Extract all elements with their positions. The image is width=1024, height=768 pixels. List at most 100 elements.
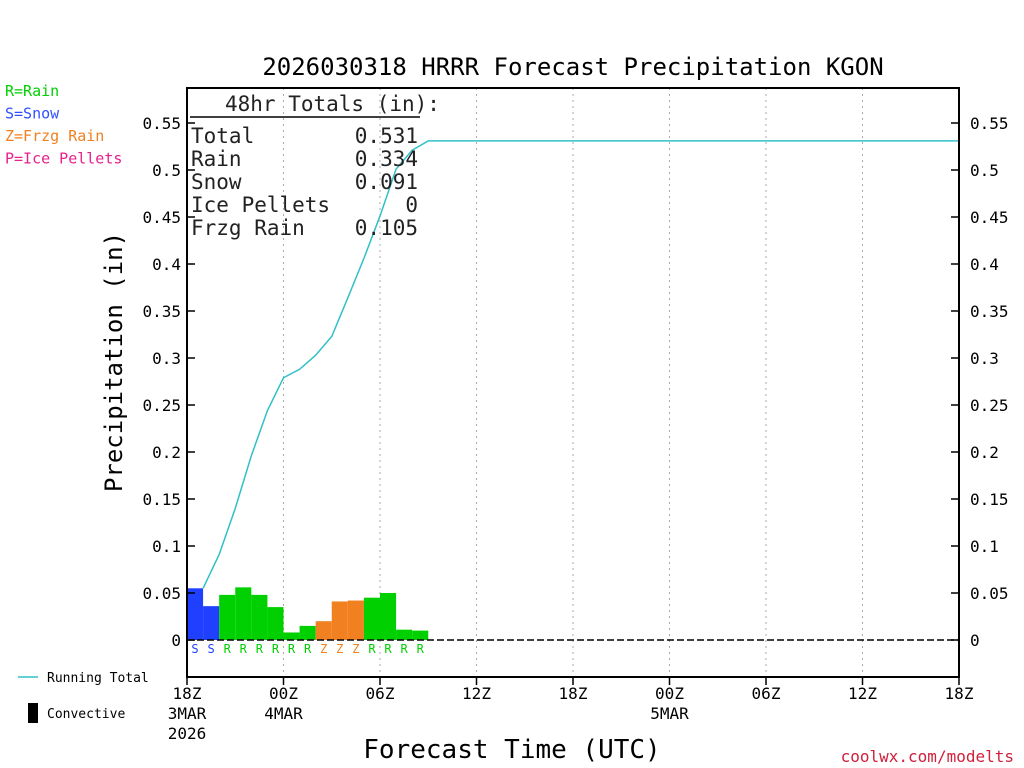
bar-hour-10 — [331, 601, 348, 640]
type-label-hour-12: R — [368, 642, 376, 656]
type-label-hour-9: Z — [320, 642, 327, 656]
totals-label-4: Frzg Rain — [191, 216, 305, 240]
xtick-label-5-1: 5MAR — [650, 704, 689, 723]
type-legend-item-2: Z=Frzg Rain — [5, 127, 104, 145]
ytick-right-label-5: 0.25 — [970, 396, 1009, 415]
ytick-left-label-0: 0 — [171, 631, 181, 650]
ytick-right-label-3: 0.15 — [970, 490, 1009, 509]
xtick-label-6-0: 06Z — [752, 684, 781, 703]
totals-box: 48hr Totals (in): Total 0.531 Rain 0.334 Sno… — [190, 92, 440, 240]
type-label-hour-7: R — [288, 642, 296, 656]
bar-hour-15 — [412, 630, 429, 640]
xtick-label-7-0: 12Z — [848, 684, 877, 703]
totals-label-3: Ice Pellets — [191, 193, 330, 217]
ytick-right-label-0: 0 — [970, 631, 980, 650]
ytick-left-label-11: 0.55 — [142, 114, 181, 133]
xtick-label-5-0: 00Z — [655, 684, 684, 703]
running-total-line — [202, 140, 959, 589]
type-label-hour-10: Z — [336, 642, 343, 656]
xtick-label-1-0: 00Z — [269, 684, 298, 703]
convective-legend-label: Convective — [47, 707, 125, 722]
y-axis-left: 0 0.05 0.1 0.15 0.2 0.25 0.3 0.35 0.4 0.45 0.5 0.55 — [142, 114, 195, 650]
type-label-hour-14: R — [401, 642, 409, 656]
type-label-hour-5: R — [256, 642, 264, 656]
totals-value-4: 0.105 — [355, 216, 418, 240]
bar-hour-4 — [235, 587, 252, 640]
running-total-legend-label: Running Total — [47, 671, 149, 686]
ytick-right-label-4: 0.2 — [970, 443, 999, 462]
totals-label-0: Total — [191, 124, 254, 148]
xtick-label-1-1: 4MAR — [264, 704, 303, 723]
ytick-right-label-7: 0.35 — [970, 302, 1009, 321]
ytick-right-label-11: 0.55 — [970, 114, 1009, 133]
bar-hour-11 — [347, 600, 364, 640]
chart-title: 2026030318 HRRR Forecast Precipitation K… — [262, 53, 883, 81]
type-label-hour-6: R — [272, 642, 280, 656]
ytick-left-label-8: 0.4 — [152, 255, 181, 274]
bar-hour-12 — [363, 597, 380, 640]
ytick-left-label-7: 0.35 — [142, 302, 181, 321]
type-label-hour-1: S — [191, 642, 198, 656]
y-axis-label: Precipitation (in) — [100, 232, 128, 492]
type-label-hour-11: Z — [352, 642, 359, 656]
type-legend: R=Rain S=Snow Z=Frzg Rain P=Ice Pellets — [5, 82, 122, 168]
bar-hour-6 — [267, 607, 284, 640]
ytick-right-label-10: 0.5 — [970, 161, 999, 180]
bar-hour-5 — [251, 594, 268, 640]
type-legend-item-0: R=Rain — [5, 82, 59, 100]
bar-hour-13 — [380, 593, 397, 640]
xtick-label-0-1: 3MAR — [168, 704, 207, 723]
type-label-hour-2: S — [208, 642, 215, 656]
totals-header: 48hr Totals (in): — [225, 92, 440, 116]
totals-label-2: Snow — [191, 170, 242, 194]
running-total-series — [202, 140, 959, 589]
type-legend-item-1: S=Snow — [5, 105, 60, 123]
ytick-right-label-2: 0.1 — [970, 537, 999, 556]
type-label-hour-15: R — [417, 642, 425, 656]
grid — [283, 88, 863, 677]
xtick-label-2-0: 06Z — [366, 684, 395, 703]
bar-series — [187, 587, 429, 640]
bar-hour-7 — [283, 632, 300, 640]
ytick-left-label-3: 0.15 — [142, 490, 181, 509]
totals-value-2: 0.091 — [355, 170, 418, 194]
bar-hour-8 — [299, 625, 316, 640]
bar-hour-14 — [396, 629, 413, 640]
y-axis-right: 0 0.05 0.1 0.15 0.2 0.25 0.3 0.35 0.4 0.45 0.5 0.55 — [951, 114, 1009, 650]
bottom-legend: Running Total Convective — [18, 671, 149, 723]
ytick-left-label-10: 0.5 — [152, 161, 181, 180]
ytick-left-label-1: 0.05 — [142, 584, 181, 603]
totals-value-1: 0.334 — [355, 147, 418, 171]
type-label-hour-3: R — [224, 642, 232, 656]
bar-hour-1 — [187, 588, 204, 640]
xtick-label-3-0: 12Z — [462, 684, 491, 703]
xtick-label-0-2: 2026 — [168, 724, 207, 743]
totals-value-3: 0 — [405, 193, 418, 217]
bar-hour-2 — [203, 606, 220, 640]
xtick-label-0-0: 18Z — [173, 684, 202, 703]
type-label-hour-8: R — [304, 642, 312, 656]
xtick-label-8-0: 18Z — [945, 684, 974, 703]
ytick-right-label-6: 0.3 — [970, 349, 999, 368]
ytick-left-label-2: 0.1 — [152, 537, 181, 556]
ytick-right-label-1: 0.05 — [970, 584, 1009, 603]
type-label-hour-13: R — [384, 642, 392, 656]
ytick-left-label-9: 0.45 — [142, 208, 181, 227]
credit-link[interactable]: coolwx.com/modelts — [841, 747, 1014, 766]
xtick-label-4-0: 18Z — [559, 684, 588, 703]
type-label-hour-4: R — [240, 642, 248, 656]
ytick-left-label-4: 0.2 — [152, 443, 181, 462]
ytick-right-label-9: 0.45 — [970, 208, 1009, 227]
convective-legend-swatch — [28, 703, 38, 723]
bar-hour-9 — [315, 621, 332, 640]
type-legend-item-3: P=Ice Pellets — [5, 150, 122, 168]
ytick-left-label-5: 0.25 — [142, 396, 181, 415]
totals-value-0: 0.531 — [355, 124, 418, 148]
totals-rows: Total 0.531 Rain 0.334 Snow 0.091 Ice Pellets 0… — [191, 124, 418, 240]
ytick-right-label-8: 0.4 — [970, 255, 999, 274]
x-axis-label: Forecast Time (UTC) — [363, 735, 660, 765]
totals-label-1: Rain — [191, 147, 242, 171]
